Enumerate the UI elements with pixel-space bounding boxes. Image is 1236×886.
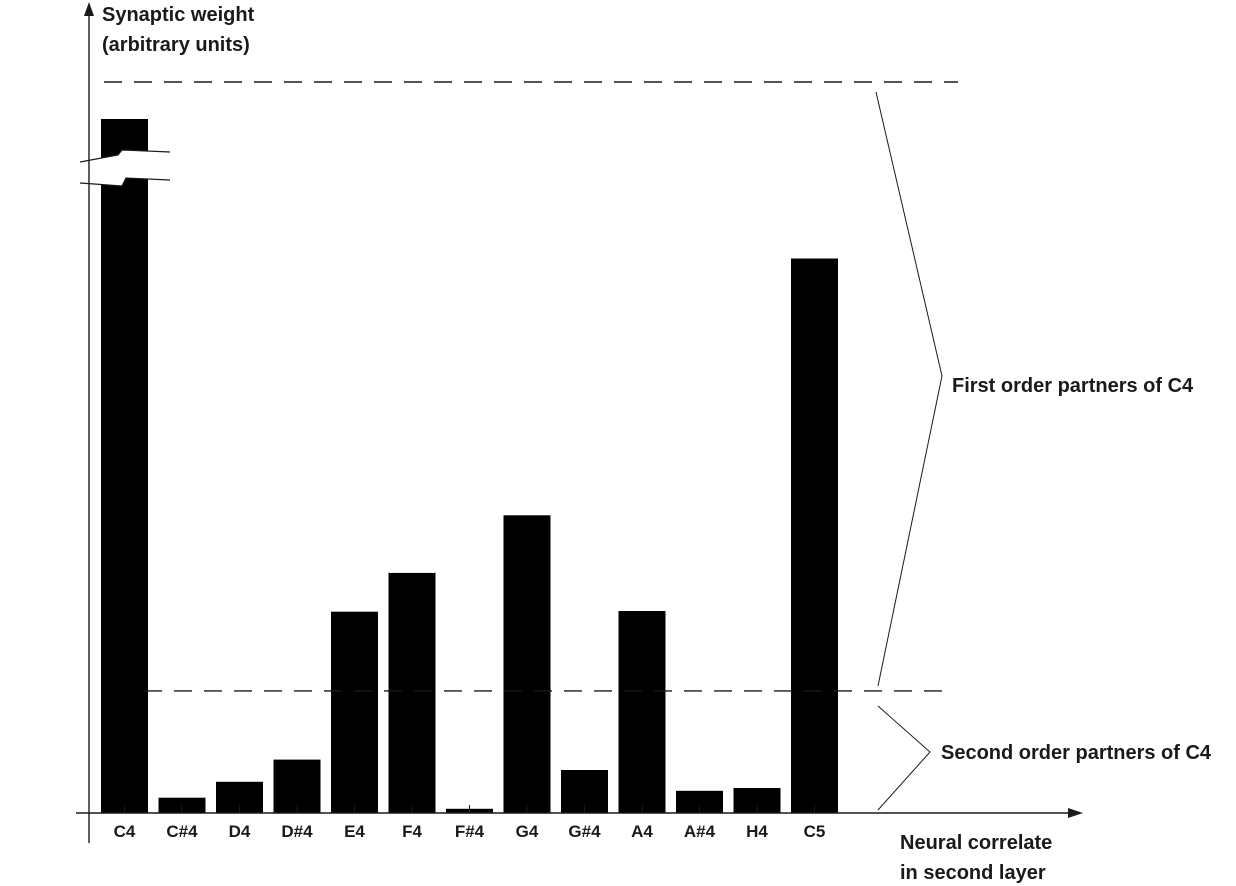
axis-break-line-lower: [79, 177, 171, 187]
x-tick-label: G4: [516, 822, 539, 841]
x-axis-title-line-2: in second layer: [900, 862, 1046, 884]
x-tick-label: C#4: [166, 822, 198, 841]
x-tick-label: F#4: [455, 822, 485, 841]
bar-c4: [101, 119, 148, 813]
bar-a4: [618, 611, 666, 813]
axis-break-line-upper: [79, 149, 171, 163]
braces-layer: [875, 91, 943, 811]
x-tick-label: A4: [631, 822, 653, 841]
axis-break-gap: [80, 150, 170, 186]
x-tick-label: D4: [229, 822, 251, 841]
x-axis-title-line-1: Neural correlate: [900, 832, 1052, 854]
x-tick-label: H4: [746, 822, 768, 841]
first-order-annotation: First order partners of C4: [952, 375, 1194, 397]
y-axis-title-line-1: Synaptic weight: [102, 4, 255, 26]
x-tick-label: C5: [804, 822, 826, 841]
bar-g4: [503, 515, 551, 813]
x-axis-arrowhead: [1068, 808, 1083, 818]
axis-break-layer: [79, 149, 171, 187]
second-order-annotation: Second order partners of C4: [941, 742, 1212, 764]
x-tick-label: G#4: [568, 822, 601, 841]
bar-dsharp4: [273, 759, 321, 813]
first-order-brace: [875, 91, 943, 687]
axes-layer: [76, 2, 1083, 843]
x-tick-label: C4: [114, 822, 136, 841]
second-order-brace: [877, 705, 931, 811]
bars-layer: [101, 119, 838, 813]
x-tick-labels-layer: C4 C#4 D4 D#4 E4 F4 F#4 G4 G#4 A4 A#4 H4 C5: [114, 805, 826, 841]
x-tick-label: F4: [402, 822, 422, 841]
x-tick-label: D#4: [281, 822, 313, 841]
bar-c5: [791, 258, 838, 813]
x-tick-label: E4: [344, 822, 365, 841]
y-axis-title-line-2: (arbitrary units): [102, 34, 250, 56]
x-tick-label: A#4: [684, 822, 716, 841]
bar-e4: [331, 611, 378, 813]
y-axis-arrowhead: [84, 2, 94, 16]
threshold-lines-layer: [104, 81, 958, 692]
bar-asharp4: [676, 790, 723, 813]
bar-f4: [388, 572, 436, 813]
